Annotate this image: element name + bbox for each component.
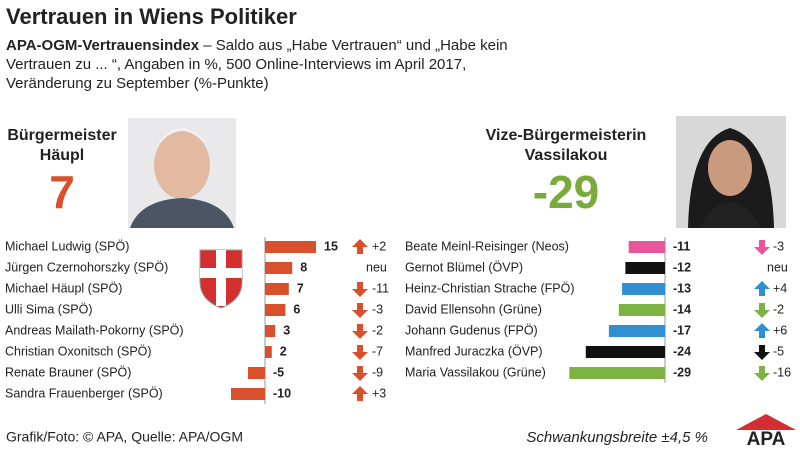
change-arrow <box>754 366 770 381</box>
title: Vertrauen in Wiens Politiker <box>6 4 297 29</box>
bar <box>265 325 276 337</box>
change-label: -2 <box>773 302 784 316</box>
subtitle: APA-OGM-Vertrauensindex – Saldo aus „Hab… <box>6 36 526 93</box>
category-label: Ulli Sima (SPÖ) <box>5 302 93 316</box>
change-arrow <box>754 281 770 296</box>
bar <box>618 304 665 316</box>
logo-text: APA <box>747 429 786 450</box>
bar <box>265 262 293 274</box>
category-label: Gernot Blümel (ÖVP) <box>405 260 523 274</box>
subtitle-bold: APA-OGM-Vertrauensindex <box>6 37 200 54</box>
coat-of-arms <box>199 249 243 309</box>
change-arrow <box>352 303 368 318</box>
change-arrow <box>754 303 770 318</box>
change-label: -5 <box>773 344 784 358</box>
change-label: neu <box>767 260 788 274</box>
change-label: -3 <box>773 239 784 253</box>
change-arrow <box>754 323 770 338</box>
change-label: +3 <box>372 386 386 400</box>
change-label: -2 <box>372 323 383 337</box>
change-arrow <box>352 324 368 339</box>
value-label: -24 <box>673 344 691 358</box>
change-arrow <box>352 345 368 360</box>
category-label: Michael Häupl (SPÖ) <box>5 281 122 295</box>
bar <box>265 241 316 253</box>
value-label: 15 <box>324 239 338 253</box>
featured-value: -29 <box>533 166 599 218</box>
change-label: -7 <box>372 344 383 358</box>
value-label: 2 <box>280 344 287 358</box>
footer-source: Grafik/Foto: © APA, Quelle: APA/OGM <box>6 429 243 445</box>
bar <box>231 388 265 400</box>
value-label: -13 <box>673 281 691 295</box>
bar <box>248 367 265 379</box>
value-label: -29 <box>673 365 691 379</box>
category-label: Maria Vassilakou (Grüne) <box>405 365 546 379</box>
featured-value: 7 <box>49 166 75 218</box>
change-arrow <box>352 366 368 381</box>
value-label: -17 <box>673 323 691 337</box>
change-label: -11 <box>372 281 389 295</box>
change-arrow <box>754 240 770 255</box>
category-label: Beate Meinl-Reisinger (Neos) <box>405 239 569 253</box>
category-label: David Ellensohn (Grüne) <box>405 302 542 316</box>
value-label: 6 <box>293 302 300 316</box>
bar <box>265 283 289 295</box>
category-label: Sandra Frauenberger (SPÖ) <box>5 386 163 400</box>
header: Vertrauen in Wiens Politiker APA-OGM-Ver… <box>6 4 566 93</box>
category-label: Renate Brauner (SPÖ) <box>5 365 131 379</box>
change-label: -9 <box>372 365 383 379</box>
bar <box>265 346 272 358</box>
featured-name: Häupl <box>40 147 84 164</box>
value-label: 8 <box>300 260 307 274</box>
photo-vassilakou <box>676 116 786 228</box>
footer-note: Schwankungsbreite ±4,5 % <box>526 429 708 446</box>
category-label: Johann Gudenus (FPÖ) <box>405 323 538 337</box>
change-arrow <box>352 386 368 401</box>
bar <box>628 241 665 253</box>
category-label: Michael Ludwig (SPÖ) <box>5 239 129 253</box>
category-label: Jürgen Czernohorszky (SPÖ) <box>5 260 168 274</box>
change-arrow <box>352 282 368 297</box>
category-label: Christian Oxonitsch (SPÖ) <box>5 344 152 358</box>
logo: APA <box>736 414 796 450</box>
category-label: Manfred Juraczka (ÖVP) <box>405 344 543 358</box>
featured-role: Vize-Bürgermeisterin <box>486 127 647 144</box>
change-label: +2 <box>372 239 386 253</box>
value-label: 7 <box>297 281 304 295</box>
value-label: -10 <box>273 386 291 400</box>
change-label: +4 <box>773 281 787 295</box>
bar <box>608 325 665 337</box>
change-label: -16 <box>773 365 791 379</box>
category-label: Heinz-Christian Strache (FPÖ) <box>405 281 575 295</box>
category-label: Andreas Mailath-Pokorny (SPÖ) <box>5 323 184 337</box>
subtitle-text: – Saldo aus „Habe Vertrauen“ und „Habe k… <box>6 37 508 92</box>
featured-role: Bürgermeister <box>7 127 116 144</box>
value-label: -12 <box>673 260 691 274</box>
bar <box>585 346 665 358</box>
change-label: neu <box>366 260 387 274</box>
bar <box>265 304 286 316</box>
change-label: +6 <box>773 323 787 337</box>
value-label: -14 <box>673 302 691 316</box>
featured-name: Vassilakou <box>525 147 608 164</box>
change-arrow <box>754 345 770 360</box>
value-label: -5 <box>273 365 284 379</box>
photo-haeupl <box>128 118 236 228</box>
value-label: 3 <box>283 323 290 337</box>
change-arrow <box>352 239 368 254</box>
bar <box>622 283 665 295</box>
bar <box>625 262 665 274</box>
bar <box>569 367 665 379</box>
change-label: -3 <box>372 302 383 316</box>
value-label: -11 <box>673 239 690 253</box>
